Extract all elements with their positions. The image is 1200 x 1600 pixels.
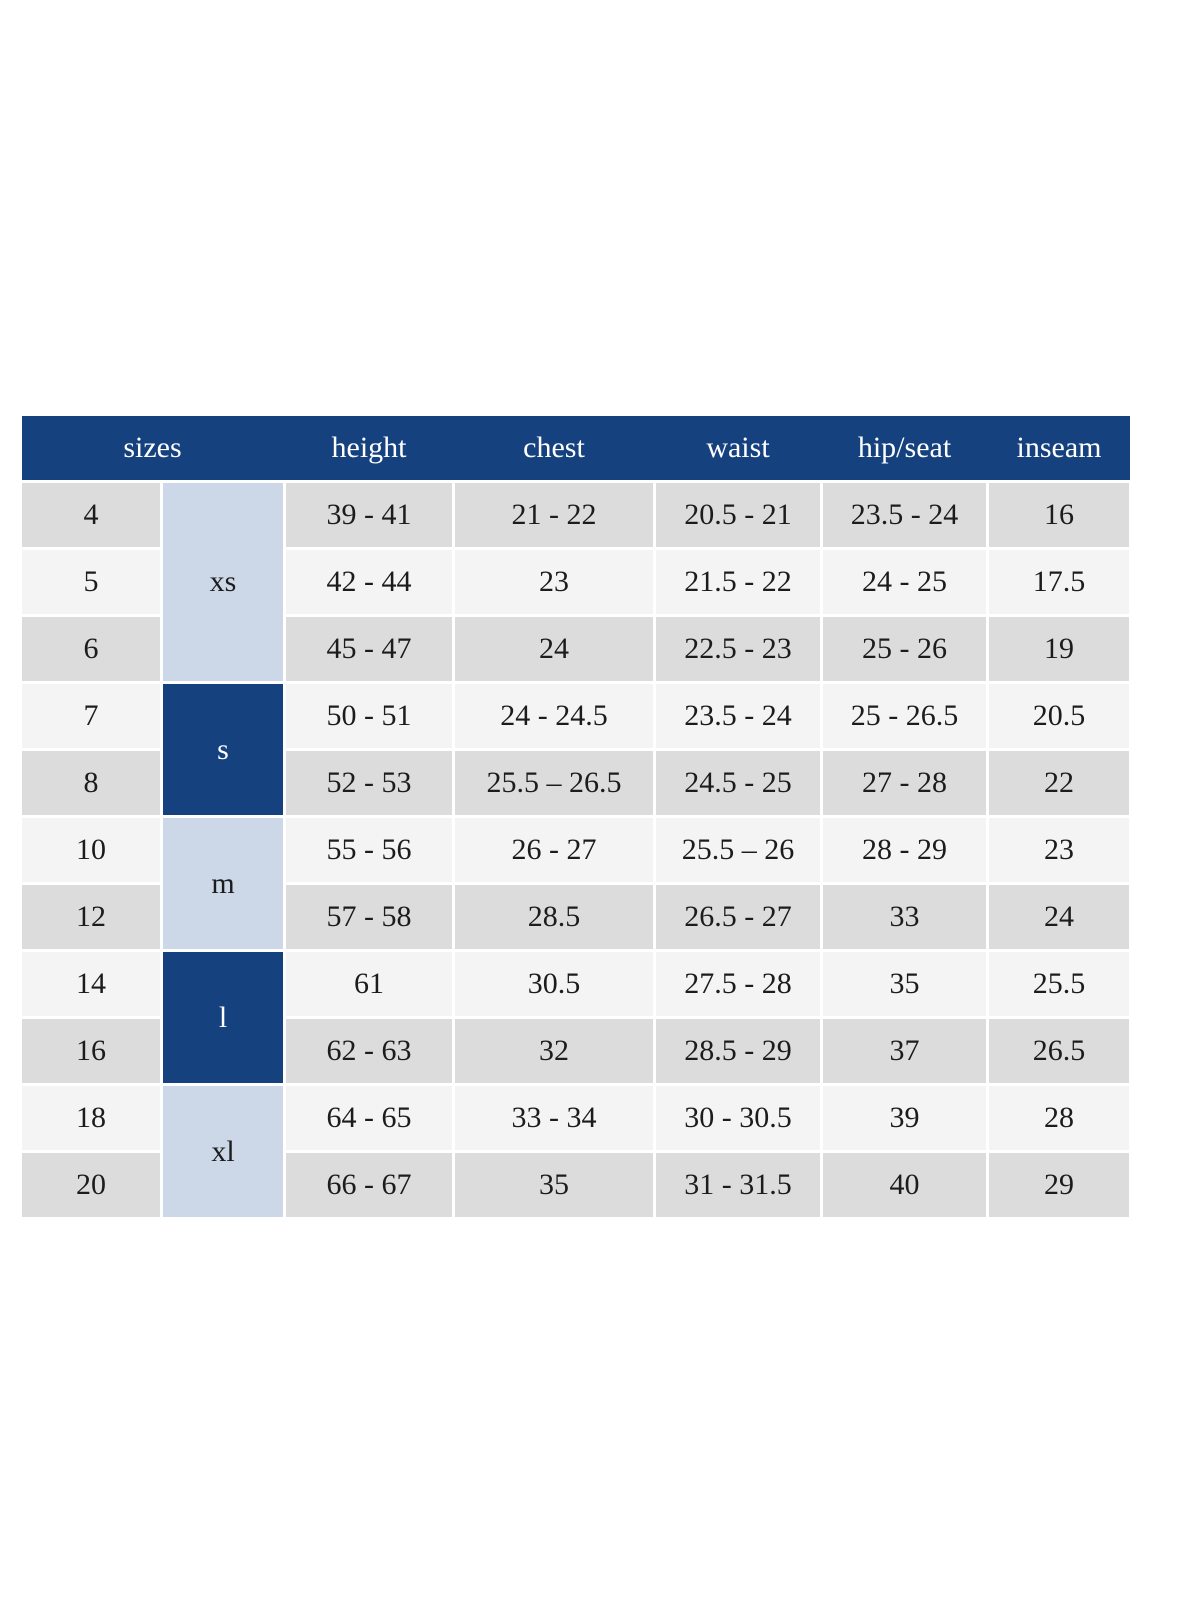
inseam-cell: 22 [989, 751, 1129, 815]
hip-seat-cell: 37 [823, 1019, 986, 1083]
height-cell: 61 [286, 952, 452, 1016]
height-cell: 50 - 51 [286, 684, 452, 748]
chest-cell: 21 - 22 [455, 483, 653, 547]
hip-seat-cell: 23.5 - 24 [823, 483, 986, 547]
hip-seat-cell: 33 [823, 885, 986, 949]
waist-cell: 22.5 - 23 [656, 617, 820, 681]
inseam-cell: 20.5 [989, 684, 1129, 748]
chest-cell: 26 - 27 [455, 818, 653, 882]
height-cell: 57 - 58 [286, 885, 452, 949]
size-cell: 16 [22, 1019, 160, 1083]
height-cell: 42 - 44 [286, 550, 452, 614]
chest-cell: 33 - 34 [455, 1086, 653, 1150]
column-header-inseam: inseam [1016, 431, 1102, 464]
size-cell: 7 [22, 684, 160, 748]
inseam-cell: 29 [989, 1153, 1129, 1217]
table-header-row: sizes height chest waist hip/seat inseam [22, 416, 1130, 480]
size-chart-table: sizes height chest waist hip/seat inseam… [22, 416, 1130, 1217]
column-header-chest: chest [523, 431, 585, 464]
waist-cell: 26.5 - 27 [656, 885, 820, 949]
height-cell: 62 - 63 [286, 1019, 452, 1083]
hip-seat-cell: 28 - 29 [823, 818, 986, 882]
group-cell-l: l [163, 952, 283, 1083]
chest-cell: 30.5 [455, 952, 653, 1016]
inseam-cell: 25.5 [989, 952, 1129, 1016]
waist-cell: 20.5 - 21 [656, 483, 820, 547]
size-cell: 10 [22, 818, 160, 882]
inseam-cell: 24 [989, 885, 1129, 949]
chest-cell: 24 - 24.5 [455, 684, 653, 748]
table-body: 4 xs 39 - 41 21 - 22 20.5 - 21 23.5 - 24 16 5 42… [22, 483, 1130, 1217]
chest-cell: 35 [455, 1153, 653, 1217]
hip-seat-cell: 39 [823, 1086, 986, 1150]
chest-cell: 23 [455, 550, 653, 614]
waist-cell: 27.5 - 28 [656, 952, 820, 1016]
chest-cell: 25.5 – 26.5 [455, 751, 653, 815]
hip-seat-cell: 27 - 28 [823, 751, 986, 815]
waist-cell: 23.5 - 24 [656, 684, 820, 748]
group-cell-xs: xs [163, 483, 283, 681]
hip-seat-cell: 25 - 26 [823, 617, 986, 681]
waist-cell: 24.5 - 25 [656, 751, 820, 815]
group-cell-s: s [163, 684, 283, 815]
chest-cell: 24 [455, 617, 653, 681]
hip-seat-cell: 40 [823, 1153, 986, 1217]
inseam-cell: 28 [989, 1086, 1129, 1150]
group-cell-m: m [163, 818, 283, 949]
size-cell: 4 [22, 483, 160, 547]
height-cell: 45 - 47 [286, 617, 452, 681]
height-cell: 55 - 56 [286, 818, 452, 882]
height-cell: 39 - 41 [286, 483, 452, 547]
inseam-cell: 19 [989, 617, 1129, 681]
size-cell: 5 [22, 550, 160, 614]
height-cell: 52 - 53 [286, 751, 452, 815]
hip-seat-cell: 24 - 25 [823, 550, 986, 614]
inseam-cell: 17.5 [989, 550, 1129, 614]
size-cell: 20 [22, 1153, 160, 1217]
chest-cell: 28.5 [455, 885, 653, 949]
size-cell: 14 [22, 952, 160, 1016]
column-header-height: height [331, 431, 407, 464]
group-cell-xl: xl [163, 1086, 283, 1217]
size-cell: 18 [22, 1086, 160, 1150]
waist-cell: 31 - 31.5 [656, 1153, 820, 1217]
waist-cell: 30 - 30.5 [656, 1086, 820, 1150]
height-cell: 64 - 65 [286, 1086, 452, 1150]
size-cell: 8 [22, 751, 160, 815]
height-cell: 66 - 67 [286, 1153, 452, 1217]
hip-seat-cell: 35 [823, 952, 986, 1016]
waist-cell: 21.5 - 22 [656, 550, 820, 614]
hip-seat-cell: 25 - 26.5 [823, 684, 986, 748]
inseam-cell: 23 [989, 818, 1129, 882]
size-cell: 6 [22, 617, 160, 681]
column-header-waist: waist [706, 431, 770, 464]
chest-cell: 32 [455, 1019, 653, 1083]
inseam-cell: 26.5 [989, 1019, 1129, 1083]
column-header-sizes: sizes [123, 431, 182, 464]
waist-cell: 28.5 - 29 [656, 1019, 820, 1083]
inseam-cell: 16 [989, 483, 1129, 547]
size-cell: 12 [22, 885, 160, 949]
waist-cell: 25.5 – 26 [656, 818, 820, 882]
column-header-hip-seat: hip/seat [857, 431, 952, 464]
